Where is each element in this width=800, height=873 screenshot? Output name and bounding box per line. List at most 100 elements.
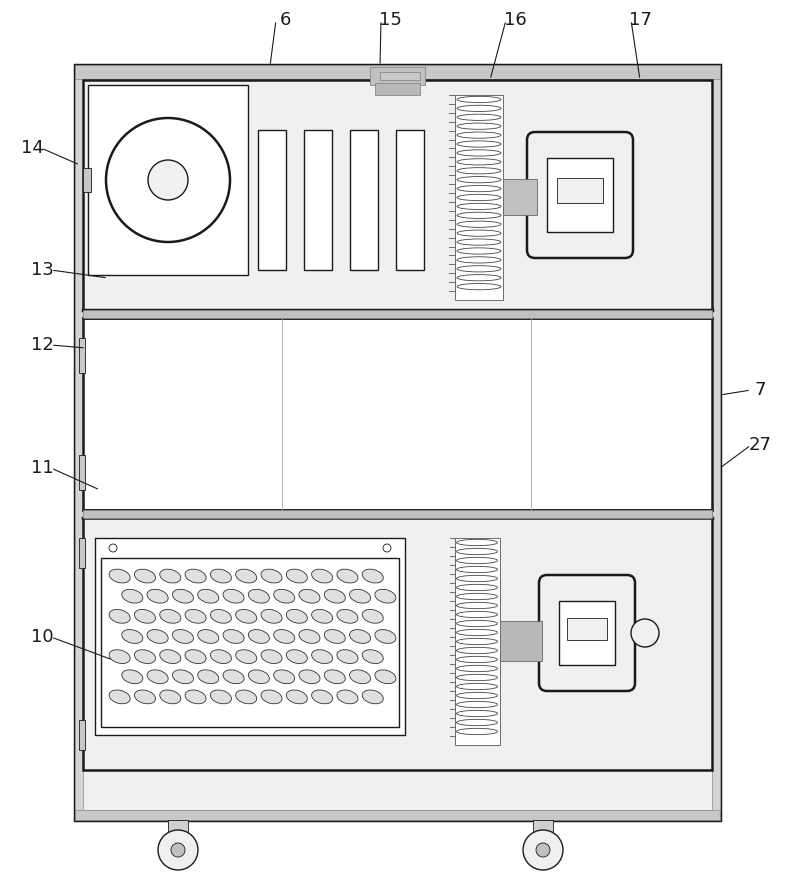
Circle shape — [148, 160, 188, 200]
Circle shape — [383, 544, 391, 552]
Bar — [79, 538, 85, 568]
Bar — [83, 510, 712, 518]
Bar — [88, 85, 248, 275]
Ellipse shape — [236, 650, 257, 663]
Ellipse shape — [362, 609, 383, 623]
Ellipse shape — [109, 609, 130, 623]
Text: 14: 14 — [21, 139, 43, 157]
Bar — [79, 455, 85, 490]
Bar — [380, 72, 420, 80]
Ellipse shape — [134, 690, 155, 704]
Bar — [375, 83, 420, 95]
Ellipse shape — [261, 609, 282, 623]
Circle shape — [171, 843, 185, 857]
Text: 15: 15 — [378, 11, 402, 29]
Bar — [79, 338, 85, 373]
Ellipse shape — [109, 650, 130, 663]
Circle shape — [523, 830, 563, 870]
Bar — [75, 65, 720, 820]
Ellipse shape — [160, 690, 181, 704]
Bar — [455, 95, 503, 300]
Ellipse shape — [210, 609, 231, 623]
Text: 27: 27 — [749, 436, 771, 454]
Circle shape — [158, 830, 198, 870]
Bar — [350, 130, 378, 270]
Ellipse shape — [210, 569, 231, 583]
Bar — [258, 130, 286, 270]
Bar — [168, 820, 188, 840]
Text: 10: 10 — [30, 628, 54, 646]
Bar — [75, 79, 83, 810]
Ellipse shape — [324, 629, 346, 643]
Ellipse shape — [185, 569, 206, 583]
Text: 6: 6 — [279, 11, 290, 29]
Bar — [533, 820, 553, 840]
Ellipse shape — [324, 589, 346, 603]
Ellipse shape — [134, 609, 155, 623]
FancyBboxPatch shape — [527, 132, 633, 258]
Ellipse shape — [375, 670, 396, 684]
Ellipse shape — [134, 569, 155, 583]
Bar — [79, 720, 85, 750]
Bar — [559, 601, 615, 665]
Bar — [557, 178, 603, 203]
Ellipse shape — [248, 589, 270, 603]
Ellipse shape — [299, 629, 320, 643]
Ellipse shape — [147, 629, 168, 643]
Ellipse shape — [160, 569, 181, 583]
Text: 17: 17 — [629, 11, 651, 29]
Ellipse shape — [248, 629, 270, 643]
Text: 13: 13 — [30, 261, 54, 279]
Ellipse shape — [375, 589, 396, 603]
Bar — [370, 67, 425, 85]
Ellipse shape — [185, 690, 206, 704]
Ellipse shape — [109, 690, 130, 704]
Circle shape — [631, 619, 659, 647]
Ellipse shape — [223, 589, 244, 603]
Ellipse shape — [185, 609, 206, 623]
Ellipse shape — [362, 650, 383, 663]
Ellipse shape — [350, 670, 370, 684]
Bar — [83, 80, 712, 310]
Bar — [503, 179, 537, 215]
Ellipse shape — [122, 589, 143, 603]
Ellipse shape — [122, 670, 143, 684]
Bar — [304, 130, 332, 270]
Text: 7: 7 — [754, 381, 766, 399]
Ellipse shape — [147, 670, 168, 684]
Ellipse shape — [198, 670, 218, 684]
Ellipse shape — [337, 690, 358, 704]
Bar — [500, 621, 542, 661]
Ellipse shape — [261, 650, 282, 663]
Ellipse shape — [324, 670, 346, 684]
Ellipse shape — [299, 670, 320, 684]
Ellipse shape — [173, 629, 194, 643]
Ellipse shape — [286, 690, 307, 704]
Ellipse shape — [210, 690, 231, 704]
Circle shape — [536, 843, 550, 857]
FancyBboxPatch shape — [539, 575, 635, 691]
Bar — [567, 618, 607, 640]
Ellipse shape — [299, 589, 320, 603]
Circle shape — [109, 544, 117, 552]
Ellipse shape — [312, 650, 333, 663]
Bar — [95, 538, 405, 735]
Ellipse shape — [362, 569, 383, 583]
Ellipse shape — [236, 569, 257, 583]
Ellipse shape — [210, 650, 231, 663]
Ellipse shape — [160, 650, 181, 663]
Bar — [83, 318, 712, 510]
Ellipse shape — [312, 609, 333, 623]
Ellipse shape — [312, 569, 333, 583]
Ellipse shape — [286, 569, 307, 583]
Ellipse shape — [274, 589, 294, 603]
Ellipse shape — [274, 670, 294, 684]
Ellipse shape — [362, 690, 383, 704]
Ellipse shape — [337, 569, 358, 583]
Ellipse shape — [122, 629, 143, 643]
Ellipse shape — [286, 650, 307, 663]
Bar — [83, 310, 712, 318]
Bar — [83, 168, 91, 192]
Bar — [396, 130, 424, 270]
Ellipse shape — [236, 609, 257, 623]
